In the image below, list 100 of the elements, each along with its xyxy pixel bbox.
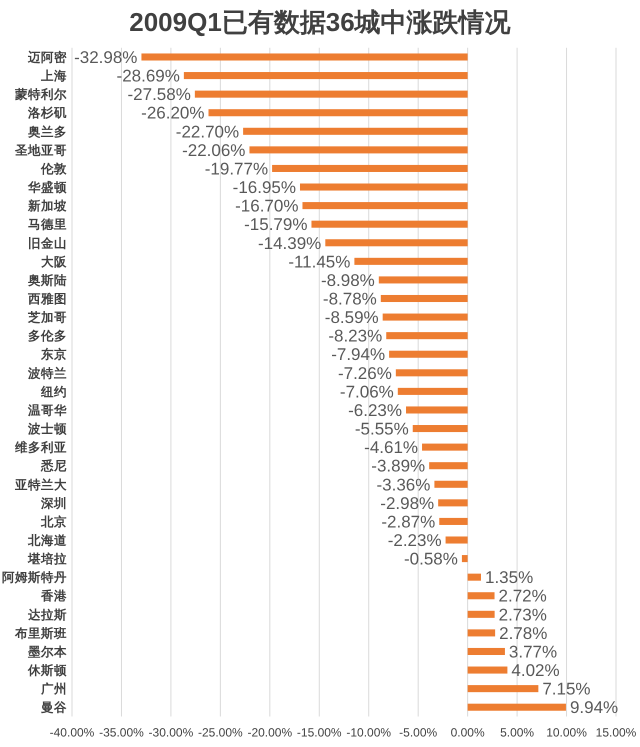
x-tick-label: -10.00% — [346, 726, 392, 740]
bar — [249, 146, 468, 154]
x-tick-label: 15.00% — [596, 726, 637, 740]
y-tick-label: 曼谷 — [40, 700, 68, 715]
bar — [446, 536, 468, 544]
data-label: -15.79% — [244, 215, 308, 234]
y-tick-label: 圣地亚哥 — [14, 143, 67, 158]
data-label: 1.35% — [484, 568, 534, 588]
bar — [311, 220, 468, 228]
bar — [380, 294, 468, 302]
bar — [434, 480, 468, 488]
y-tick-label: 西雅图 — [27, 292, 67, 306]
data-label: -2.87% — [381, 512, 436, 532]
y-tick-label: 奥斯陆 — [27, 273, 67, 288]
bar — [468, 610, 495, 618]
x-tick-label: -30.00% — [148, 726, 194, 740]
data-label: -8.98% — [320, 270, 375, 290]
data-label: 7.15% — [542, 680, 591, 699]
y-tick-label: 伦敦 — [40, 160, 68, 176]
bar — [302, 202, 468, 210]
data-label: -16.70% — [235, 196, 298, 216]
bar — [468, 574, 481, 581]
bar — [184, 72, 468, 80]
data-label: -28.69% — [116, 66, 180, 86]
y-tick-label: 奥兰多 — [27, 124, 67, 139]
y-tick-label: 洛杉矶 — [27, 106, 67, 120]
bar — [422, 444, 468, 451]
data-label: 2.72% — [498, 586, 547, 606]
bar — [468, 648, 505, 656]
y-tick-label: 悉尼 — [40, 458, 67, 474]
data-label: -11.45% — [288, 252, 350, 272]
data-label: -32.98% — [74, 48, 138, 67]
y-tick-label: 纽约 — [40, 384, 67, 399]
y-tick-label: 布里斯班 — [14, 626, 67, 640]
y-tick-label: 东京 — [40, 346, 67, 362]
bar — [429, 462, 468, 470]
bar — [208, 109, 468, 116]
data-label: 4.02% — [511, 661, 560, 680]
data-label: -8.59% — [324, 308, 379, 328]
bar — [243, 128, 468, 135]
y-tick-label: 马德里 — [28, 218, 67, 232]
bar — [439, 518, 468, 525]
data-label: -22.06% — [182, 140, 246, 160]
data-label: 9.94% — [570, 698, 618, 718]
x-tick-label: 0.00% — [450, 726, 485, 740]
data-label: 2.73% — [498, 605, 547, 624]
data-label: -14.39% — [258, 234, 322, 253]
data-label: -5.55% — [354, 420, 409, 439]
data-label: -16.95% — [232, 178, 296, 198]
data-label: 3.77% — [508, 642, 558, 662]
bar — [406, 406, 468, 414]
bar — [325, 239, 468, 246]
bar — [396, 369, 468, 376]
bar — [398, 388, 468, 395]
bar — [386, 332, 468, 340]
y-tick-label: 波特兰 — [27, 365, 67, 380]
bar — [354, 258, 468, 265]
y-tick-label: 蒙特利尔 — [14, 86, 68, 102]
data-label: -7.26% — [338, 364, 392, 383]
y-tick-label: 大阪 — [41, 254, 68, 269]
bar — [300, 184, 468, 191]
y-tick-label: 新加坡 — [27, 198, 68, 214]
bar — [468, 592, 495, 600]
y-tick-label: 深圳 — [40, 496, 67, 510]
x-tick-label: 10.00% — [546, 726, 588, 740]
y-tick-label: 阿姆斯特丹 — [2, 570, 67, 585]
y-tick-label: 迈阿密 — [27, 49, 68, 64]
y-tick-label: 多伦多 — [28, 329, 67, 344]
y-tick-label: 上海 — [40, 69, 67, 84]
y-tick-label: 北京 — [40, 514, 67, 529]
x-tick-label: -20.00% — [247, 726, 292, 740]
y-tick-label: 堪培拉 — [27, 551, 67, 566]
x-tick-label: -35.00% — [99, 726, 144, 740]
y-tick-label: 芝加哥 — [27, 310, 67, 325]
data-label: -27.58% — [128, 85, 191, 104]
y-tick-label: 达拉斯 — [27, 608, 67, 622]
data-label: -7.06% — [340, 382, 394, 402]
x-tick-label: -5.00% — [399, 726, 438, 740]
data-label: -3.89% — [371, 456, 426, 476]
bar — [378, 276, 468, 284]
chart-title: 2009Q1已有数据36城中涨跌情况 — [129, 7, 512, 37]
bar — [382, 314, 468, 321]
bar — [438, 499, 468, 506]
bar — [468, 685, 538, 692]
bar — [194, 90, 468, 98]
bar — [462, 555, 468, 562]
bar — [412, 425, 468, 432]
x-tick-label: 5.00% — [500, 726, 534, 740]
y-tick-label: 波士顿 — [27, 422, 68, 436]
y-tick-label: 旧金山 — [28, 236, 67, 250]
data-label: -2.98% — [380, 494, 434, 513]
bar — [468, 666, 508, 674]
bar — [468, 704, 566, 711]
y-tick-label: 维多利亚 — [14, 440, 67, 455]
data-label: -26.20% — [141, 104, 204, 123]
x-tick-label: -25.00% — [198, 726, 244, 740]
x-tick-label: -40.00% — [50, 726, 95, 740]
y-tick-label: 墨尔本 — [27, 644, 68, 659]
y-tick-label: 亚特兰大 — [14, 476, 68, 492]
y-tick-label: 温哥华 — [27, 403, 68, 418]
